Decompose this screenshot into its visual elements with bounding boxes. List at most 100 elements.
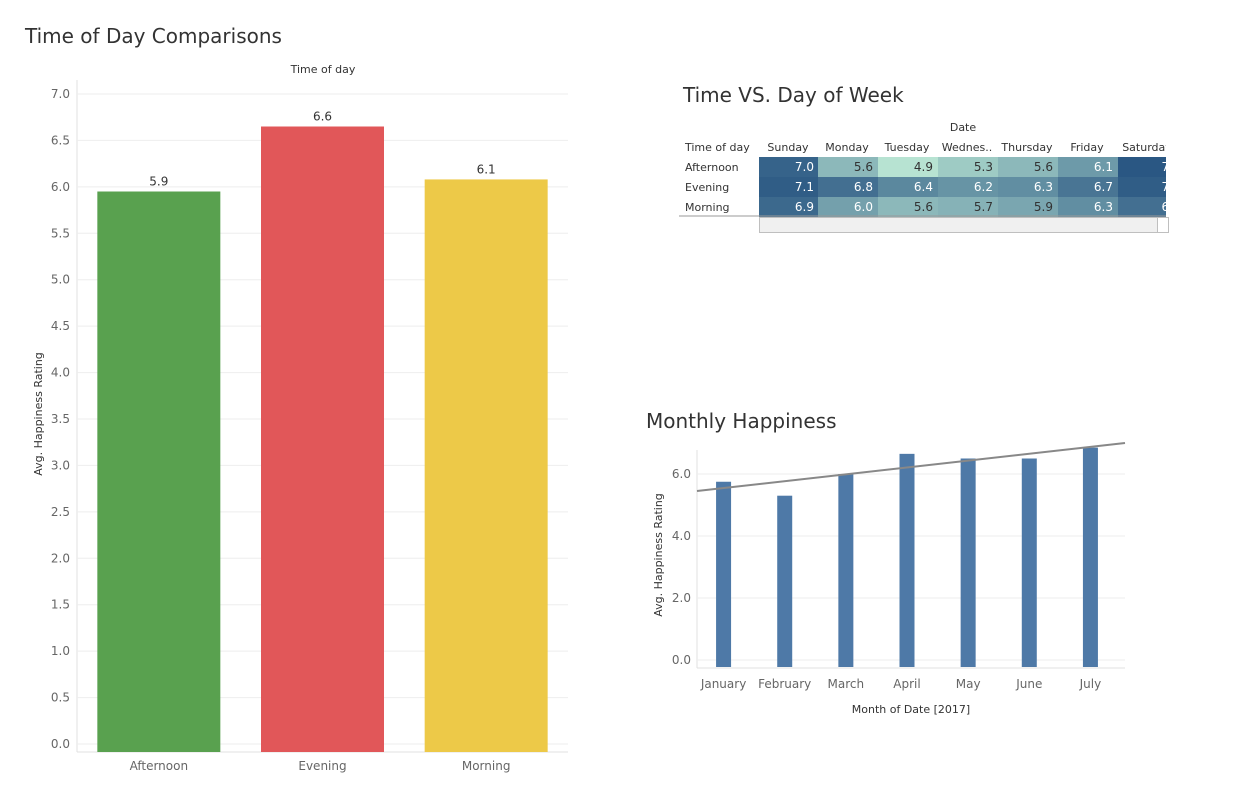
y-tick-label: 6.5: [51, 133, 70, 147]
y-tick-label: 4.5: [51, 319, 70, 333]
heat-cell: [1118, 197, 1166, 217]
month-bar-july: [1082, 447, 1098, 667]
heatmap-title: Time VS. Day of Week: [683, 83, 904, 107]
heat-cell-label: 6.3: [1094, 200, 1113, 214]
heat-cell-label: 6.8: [854, 180, 873, 194]
heat-cell-label: 5.7: [974, 200, 993, 214]
heat-cell-label: 5.3: [974, 160, 993, 174]
column-label: Saturday: [1122, 141, 1172, 154]
monthly-happiness-title: Monthly Happiness: [646, 409, 837, 433]
y-tick-label: 4.0: [672, 529, 691, 543]
heat-cell: [1058, 177, 1118, 197]
heat-cell-label: 5.6: [914, 200, 933, 214]
x-axis-title: Month of Date [2017]: [852, 703, 970, 716]
x-tick-label: January: [700, 677, 747, 691]
heat-cell: [938, 177, 998, 197]
month-bar-march: [838, 474, 854, 667]
heat-cell-label: 6.9: [795, 200, 814, 214]
column-label: Wednes..: [942, 141, 992, 154]
heat-cell-label: 4.9: [914, 160, 933, 174]
row-label: Afternoon: [685, 161, 739, 174]
heat-cell-label: 7.0: [795, 160, 814, 174]
x-tick-label: Afternoon: [130, 759, 189, 773]
column-header: Time of day: [290, 63, 356, 76]
y-tick-label: 2.0: [672, 591, 691, 605]
heat-cell: [1118, 157, 1166, 177]
row-label: Morning: [685, 201, 730, 214]
heat-cell: [1058, 197, 1118, 217]
y-tick-label: 3.0: [51, 458, 70, 472]
heat-cell: [878, 177, 938, 197]
heat-cell-label: 7.: [1162, 180, 1173, 194]
column-label: Thursday: [1000, 141, 1053, 154]
heat-cell-label: 6.0: [854, 200, 873, 214]
bar-data-label: 6.6: [313, 110, 332, 124]
heat-cell-label: 6.3: [1034, 180, 1053, 194]
month-bar-june: [1021, 458, 1037, 667]
heat-cell-label: 5.6: [854, 160, 873, 174]
heat-cell-label: 6.2: [974, 180, 993, 194]
column-label: Tuesday: [884, 141, 930, 154]
heat-cell-label: 6.: [1162, 200, 1173, 214]
heat-cell: [878, 197, 938, 217]
heat-cell-label: 5.9: [1034, 200, 1053, 214]
y-tick-label: 5.0: [51, 273, 70, 287]
month-bar-may: [960, 458, 976, 667]
bar-evening: [261, 126, 384, 752]
bar-afternoon: [97, 191, 221, 752]
column-label: Sunday: [767, 141, 809, 154]
scrollbar-thumb[interactable]: [1157, 218, 1168, 232]
time-of-day-title: Time of Day Comparisons: [25, 24, 282, 48]
x-tick-label: February: [758, 677, 811, 691]
x-tick-label: June: [1015, 677, 1042, 691]
x-tick-label: March: [828, 677, 865, 691]
bar-data-label: 5.9: [149, 175, 168, 189]
heat-cell: [818, 157, 878, 177]
y-axis-title: Avg. Happiness Rating: [32, 352, 45, 476]
heat-cell: [1118, 177, 1166, 197]
y-tick-label: 7.0: [51, 87, 70, 101]
y-tick-label: 0.0: [672, 653, 691, 667]
heat-cell: [759, 157, 819, 177]
x-tick-label: April: [893, 677, 920, 691]
heatmap-horizontal-scrollbar[interactable]: [759, 217, 1169, 233]
y-tick-label: 6.0: [51, 180, 70, 194]
heat-cell-label: 7.1: [795, 180, 814, 194]
y-tick-label: 0.0: [51, 737, 70, 751]
row-header: Time of day: [684, 141, 750, 154]
y-tick-label: 0.5: [51, 691, 70, 705]
y-tick-label: 2.0: [51, 551, 70, 565]
heat-cell: [998, 197, 1058, 217]
column-label: Friday: [1070, 141, 1104, 154]
y-tick-label: 6.0: [672, 467, 691, 481]
bar-data-label: 6.1: [477, 162, 496, 176]
y-tick-label: 1.0: [51, 644, 70, 658]
heat-cell-label: 6.4: [914, 180, 933, 194]
y-tick-label: 3.5: [51, 412, 70, 426]
heat-cell: [818, 197, 878, 217]
heat-cell: [878, 157, 938, 177]
y-tick-label: 2.5: [51, 505, 70, 519]
trend-line: [696, 442, 1126, 493]
heatmap-body: Time of day Sunday Monday Tuesday Wednes.. Th…: [684, 141, 1173, 217]
x-tick-label: Morning: [462, 759, 511, 773]
heat-cell: [998, 157, 1058, 177]
x-tick-label: Evening: [298, 759, 346, 773]
column-header-date: Date: [950, 121, 977, 134]
y-tick-label: 5.5: [51, 226, 70, 240]
month-bar-february: [777, 495, 793, 667]
month-bar-january: [716, 481, 732, 667]
heat-cell-label: 6.1: [1094, 160, 1113, 174]
heat-cell-label: 6.7: [1094, 180, 1113, 194]
heat-cell: [1058, 157, 1118, 177]
x-tick-label: May: [956, 677, 981, 691]
heat-cell: [818, 177, 878, 197]
heat-cell: [938, 197, 998, 217]
row-label: Evening: [685, 181, 729, 194]
y-tick-label: 4.0: [51, 366, 70, 380]
column-label: Monday: [825, 141, 869, 154]
heat-cell: [759, 197, 819, 217]
